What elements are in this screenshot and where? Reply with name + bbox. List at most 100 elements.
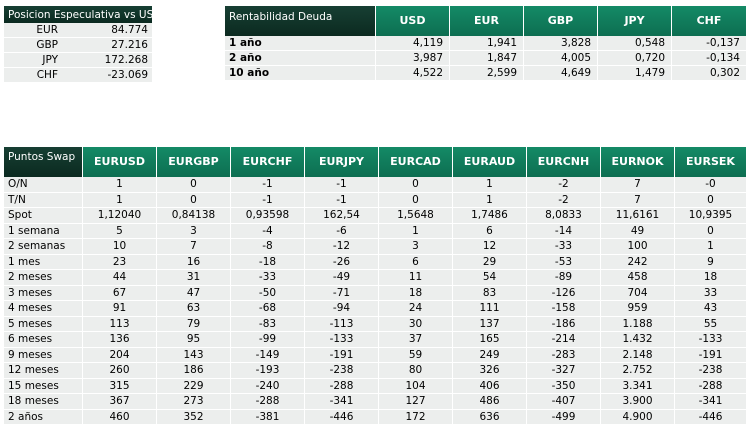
swap-row-label: 2 años [4,410,82,425]
swap-cell: 1 [82,177,156,193]
swap-cell: -71 [304,286,378,302]
swap-cell: 704 [600,286,674,302]
swap-header-euraud: EURAUD [452,147,526,177]
swap-cell: 0 [674,224,746,240]
swap-cell: 367 [82,394,156,410]
swap-row-label: 12 meses [4,363,82,379]
swap-cell: -83 [230,317,304,333]
swap-cell: -381 [230,410,304,425]
swap-cell: 143 [156,348,230,364]
posicion-ccy: JPY [4,53,62,68]
swap-cell: 249 [452,348,526,364]
rentabilidad-row: 1 año 4,119 1,941 3,828 0,548 -0,137 [225,36,746,51]
swap-cell: 10,9395 [674,208,746,224]
swap-cell: 2.148 [600,348,674,364]
swap-cell: 137 [452,317,526,333]
swap-cell: 16 [156,255,230,271]
swap-cell: -12 [304,239,378,255]
swap-cell: -158 [526,301,600,317]
swap-cell: 3.341 [600,379,674,395]
swap-title: Puntos Swap [4,147,82,177]
swap-cell: -1 [304,193,378,209]
swap-cell: -8 [230,239,304,255]
rentabilidad-cell: 4,119 [375,36,449,51]
swap-cell: 95 [156,332,230,348]
swap-cell: 54 [452,270,526,286]
swap-cell: 6 [378,255,452,271]
swap-cell: 460 [82,410,156,425]
swap-cell: -341 [674,394,746,410]
rentabilidad-deuda-table: Rentabilidad Deuda USD EUR GBP JPY CHF 1… [225,6,746,81]
swap-cell: 100 [600,239,674,255]
swap-cell: 7 [156,239,230,255]
swap-header-eurcnh: EURCNH [526,147,600,177]
swap-cell: -94 [304,301,378,317]
swap-cell: -53 [526,255,600,271]
posicion-row: EUR 84.774 [4,23,152,38]
swap-cell: -149 [230,348,304,364]
rentabilidad-cell: -0,134 [671,51,746,66]
swap-cell: 23 [82,255,156,271]
swap-cell: 0,93598 [230,208,304,224]
swap-row-label: 1 semana [4,224,82,240]
posicion-ccy: GBP [4,38,62,53]
swap-cell: -6 [304,224,378,240]
swap-cell: 4.900 [600,410,674,425]
rentabilidad-cell: 0,548 [597,36,671,51]
rentabilidad-title: Rentabilidad Deuda [225,6,375,36]
swap-cell: -89 [526,270,600,286]
swap-cell: -49 [304,270,378,286]
swap-cell: 273 [156,394,230,410]
swap-cell: 3.900 [600,394,674,410]
swap-cell: -238 [304,363,378,379]
swap-cell: 352 [156,410,230,425]
swap-cell: 7 [600,193,674,209]
swap-row-label: 15 meses [4,379,82,395]
swap-cell: 186 [156,363,230,379]
swap-cell: 0 [378,177,452,193]
swap-cell: -1 [230,177,304,193]
swap-cell: -26 [304,255,378,271]
swap-cell: 636 [452,410,526,425]
swap-cell: 33 [674,286,746,302]
swap-cell: -126 [526,286,600,302]
swap-cell: -14 [526,224,600,240]
swap-row-label: Spot [4,208,82,224]
swap-cell: -18 [230,255,304,271]
swap-cell: 7 [600,177,674,193]
swap-cell: -1 [304,177,378,193]
swap-cell: 229 [156,379,230,395]
swap-cell: 1 [452,177,526,193]
swap-cell: -240 [230,379,304,395]
swap-cell: 11 [378,270,452,286]
swap-cell: 5 [82,224,156,240]
swap-cell: 24 [378,301,452,317]
rentabilidad-row: 10 año 4,522 2,599 4,649 1,479 0,302 [225,66,746,81]
swap-cell: -327 [526,363,600,379]
swap-cell: -238 [674,363,746,379]
swap-cell: -1 [230,193,304,209]
swap-header-eurgbp: EURGBP [156,147,230,177]
swap-cell: 29 [452,255,526,271]
swap-cell: -191 [674,348,746,364]
swap-cell: 315 [82,379,156,395]
rentabilidad-cell: 3,987 [375,51,449,66]
swap-row-label: T/N [4,193,82,209]
swap-cell: 83 [452,286,526,302]
swap-header-eurjpy: EURJPY [304,147,378,177]
swap-cell: 8,0833 [526,208,600,224]
swap-header-eursek: EURSEK [674,147,746,177]
swap-header-eurcad: EURCAD [378,147,452,177]
swap-cell: -0 [674,177,746,193]
swap-cell: -283 [526,348,600,364]
swap-cell: 136 [82,332,156,348]
swap-row-label: 4 meses [4,301,82,317]
swap-cell: 30 [378,317,452,333]
